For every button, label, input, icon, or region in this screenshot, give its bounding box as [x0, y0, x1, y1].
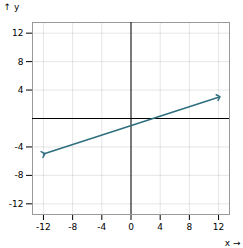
svg-text:-4: -4 — [97, 222, 106, 232]
svg-text:12: 12 — [12, 28, 23, 38]
svg-text:-12: -12 — [9, 199, 24, 209]
svg-text:0: 0 — [128, 222, 134, 232]
svg-text:12: 12 — [213, 222, 224, 232]
svg-text:4: 4 — [18, 85, 24, 95]
svg-text:↑ y: ↑ y — [4, 2, 20, 12]
svg-text:x →: x → — [225, 238, 241, 248]
svg-text:-4: -4 — [15, 142, 24, 152]
svg-text:-8: -8 — [15, 170, 24, 180]
svg-text:8: 8 — [187, 222, 193, 232]
svg-text:-8: -8 — [68, 222, 77, 232]
svg-text:4: 4 — [157, 222, 163, 232]
svg-text:-12: -12 — [36, 222, 51, 232]
svg-text:8: 8 — [18, 56, 24, 66]
